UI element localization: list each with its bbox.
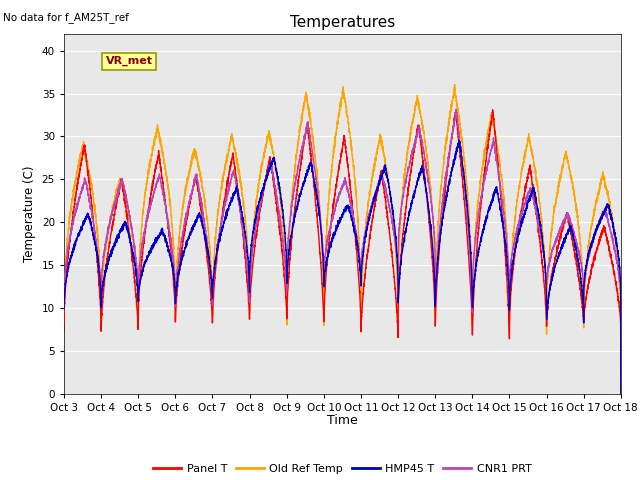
Panel T: [616, 311, 624, 317]
Line: Panel T: Panel T: [64, 110, 621, 394]
HMP45 T: [322, 265, 330, 271]
Panel T: [322, 279, 330, 285]
HMP45 T: [616, 273, 624, 279]
Text: VR_met: VR_met: [106, 56, 153, 66]
Old Ref Temp: [616, 292, 624, 298]
HMP45 T: [617, 391, 625, 396]
HMP45 T: [467, 264, 475, 270]
Panel T: [60, 320, 68, 325]
Panel T: [499, 218, 507, 224]
Line: CNR1 PRT: CNR1 PRT: [64, 109, 621, 392]
HMP45 T: [436, 232, 444, 238]
CNR1 PRT: [452, 106, 460, 112]
HMP45 T: [160, 232, 168, 238]
Old Ref Temp: [467, 257, 475, 263]
Old Ref Temp: [617, 390, 625, 396]
Panel T: [489, 107, 497, 113]
Old Ref Temp: [436, 191, 444, 197]
Line: HMP45 T: HMP45 T: [64, 140, 621, 394]
CNR1 PRT: [60, 295, 68, 301]
X-axis label: Time: Time: [327, 414, 358, 427]
HMP45 T: [455, 137, 463, 143]
CNR1 PRT: [322, 249, 330, 255]
Text: No data for f_AM25T_ref: No data for f_AM25T_ref: [3, 12, 129, 23]
CNR1 PRT: [499, 203, 507, 208]
CNR1 PRT: [616, 282, 624, 288]
Old Ref Temp: [160, 160, 168, 166]
Old Ref Temp: [322, 248, 330, 253]
HMP45 T: [60, 306, 68, 312]
Y-axis label: Temperature (C): Temperature (C): [23, 165, 36, 262]
Old Ref Temp: [60, 329, 68, 335]
Old Ref Temp: [451, 82, 458, 87]
CNR1 PRT: [160, 195, 168, 201]
HMP45 T: [499, 219, 507, 225]
Old Ref Temp: [499, 188, 507, 194]
Line: Old Ref Temp: Old Ref Temp: [64, 84, 621, 393]
Legend: Panel T, Old Ref Temp, HMP45 T, CNR1 PRT: Panel T, Old Ref Temp, HMP45 T, CNR1 PRT: [149, 459, 536, 478]
CNR1 PRT: [617, 389, 625, 395]
CNR1 PRT: [436, 220, 444, 226]
Panel T: [617, 391, 625, 396]
Title: Temperatures: Temperatures: [290, 15, 395, 30]
Panel T: [436, 232, 444, 238]
CNR1 PRT: [467, 279, 475, 285]
Panel T: [467, 295, 475, 300]
Panel T: [160, 190, 168, 195]
